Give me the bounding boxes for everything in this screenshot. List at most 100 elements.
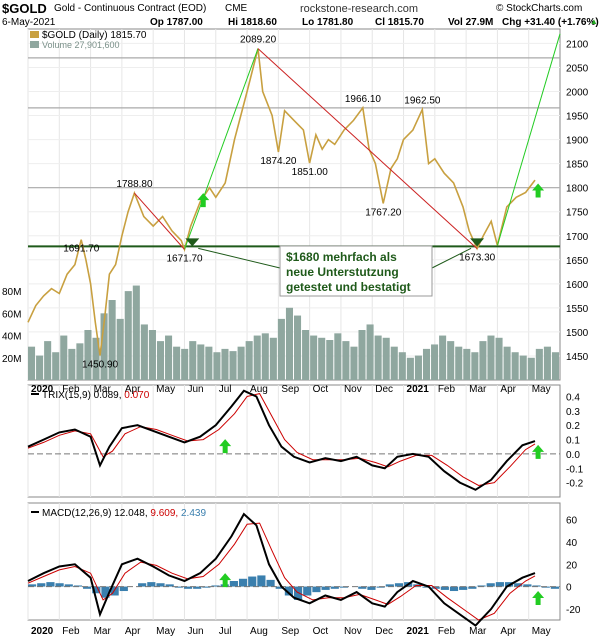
price-y-tick-label: 1450	[566, 352, 589, 363]
callout-text: getestet und bestatigt	[286, 280, 411, 294]
price-annotation-label: 1767.20	[365, 207, 402, 218]
trix-y-tick-label: -0.1	[566, 464, 584, 475]
volume-bar	[535, 348, 543, 380]
macd-legend-signal: 9.609,	[150, 508, 181, 519]
macd-histogram-bar	[266, 579, 275, 587]
downtrend-line	[257, 48, 478, 249]
callout-box	[279, 245, 433, 297]
macd-line	[27, 512, 536, 627]
x-tick-label: Mar	[94, 384, 112, 395]
price-annotation-label: 1691.70	[63, 244, 100, 255]
price-y-tick-label: 2000	[566, 88, 589, 99]
price-annotation-label: 1450.90	[82, 360, 119, 371]
volume-bar	[350, 346, 358, 380]
macd-histogram-bar	[394, 583, 404, 587]
down-triangle-icon	[185, 238, 200, 247]
macd-histogram-bar	[468, 586, 477, 589]
macd-x-tick-label: Nov	[344, 626, 362, 637]
volume-bar	[503, 346, 511, 380]
x-tick-label: Jul	[219, 384, 232, 395]
volume-bar	[551, 352, 559, 380]
macd-x-tick-label: May	[156, 626, 175, 637]
instrument-name: Gold - Continuous Contract (EOD)	[54, 3, 207, 14]
volume-bar	[543, 346, 551, 380]
x-tick-label: May	[532, 384, 551, 395]
price-annotation-label: 1673.30	[459, 253, 496, 264]
credit-label: © StockCharts.com	[496, 3, 583, 14]
trix-y-tick-label: 0.1	[566, 436, 580, 447]
volume-bar	[294, 315, 302, 380]
volume-bar	[366, 324, 374, 380]
trix-panel-frame	[27, 384, 561, 498]
price-annotation-label: 1671.70	[166, 253, 203, 264]
volume-bar	[124, 291, 132, 380]
macd-histogram-bar	[211, 585, 220, 587]
price-legend-swatch	[30, 31, 39, 38]
date-label: 6-May-2021	[2, 17, 56, 28]
symbol-title: $GOLD	[2, 1, 47, 16]
macd-x-tick-label: Feb	[62, 626, 80, 637]
trix-signal-line	[27, 393, 536, 487]
volume-bar	[487, 335, 495, 380]
trix-up-arrow-icon	[532, 444, 545, 459]
macd-histogram-bar	[367, 586, 376, 590]
x-tick-label: Dec	[375, 384, 393, 395]
volume-bar	[455, 346, 463, 380]
x-tick-label: May	[156, 384, 175, 395]
macd-histogram-bar	[202, 586, 211, 588]
volume-bar	[463, 348, 471, 380]
volume-tick-label: 80M	[2, 287, 21, 298]
macd-histogram-bar	[156, 583, 165, 587]
volume-bar	[156, 341, 165, 380]
volume-bar	[253, 335, 261, 380]
macd-histogram-bar	[550, 586, 559, 589]
volume-bar	[358, 330, 366, 380]
macd-histogram-bar	[119, 586, 128, 592]
x-tick-label: Sep	[281, 384, 299, 395]
volume-bar	[189, 341, 197, 380]
macd-x-tick-label: Feb	[438, 626, 456, 637]
macd-y-tick-label: 40	[566, 538, 578, 549]
price-y-tick-label: 1900	[566, 136, 589, 147]
macd-x-tick-label: 2021	[407, 626, 430, 637]
macd-histogram-bar	[64, 584, 73, 587]
macd-histogram-bar	[83, 586, 92, 589]
volume-bar	[28, 346, 36, 380]
trix-y-tick-label: 0.2	[566, 421, 580, 432]
volume-bar	[132, 285, 140, 380]
trix-y-tick-label: -0.2	[566, 479, 584, 490]
macd-histogram-bar	[385, 584, 394, 587]
macd-histogram-bar	[46, 582, 55, 587]
volume-bar	[36, 355, 44, 380]
macd-x-tick-label: 2020	[31, 626, 54, 637]
x-tick-label: Feb	[438, 384, 456, 395]
x-tick-label: Mar	[469, 384, 487, 395]
macd-legend-label: MACD(12,26,9) 12.048, 9.609, 2.439	[42, 508, 206, 519]
volume-bar	[326, 340, 334, 380]
macd-x-tick-label: Jul	[219, 626, 232, 637]
volume-bar	[471, 352, 479, 380]
volume-bar	[439, 335, 447, 380]
volume-bar	[302, 330, 310, 380]
volume-bar	[197, 344, 205, 380]
volume-bar	[68, 348, 76, 380]
macd-x-tick-label: Oct	[313, 626, 329, 637]
macd-histogram-bar	[541, 586, 550, 588]
uptrend-line	[496, 33, 561, 246]
x-tick-label: Oct	[313, 384, 329, 395]
volume-bar	[269, 337, 277, 380]
volume-bar	[318, 337, 326, 380]
price-annotation-label: 1874.20	[260, 156, 297, 167]
macd-histogram-bar	[449, 586, 459, 592]
macd-histogram-bar	[422, 586, 431, 588]
volume-bar	[519, 355, 527, 380]
volume-bar	[229, 351, 237, 380]
volume-bar	[148, 330, 156, 380]
macd-histogram-bar	[495, 582, 504, 587]
macd-y-tick-label: 60	[566, 516, 578, 527]
trix-y-tick-label: 0.3	[566, 407, 580, 418]
x-tick-label: Feb	[62, 384, 80, 395]
volume-bar	[173, 346, 181, 380]
change-up-icon: ▲	[590, 17, 598, 26]
